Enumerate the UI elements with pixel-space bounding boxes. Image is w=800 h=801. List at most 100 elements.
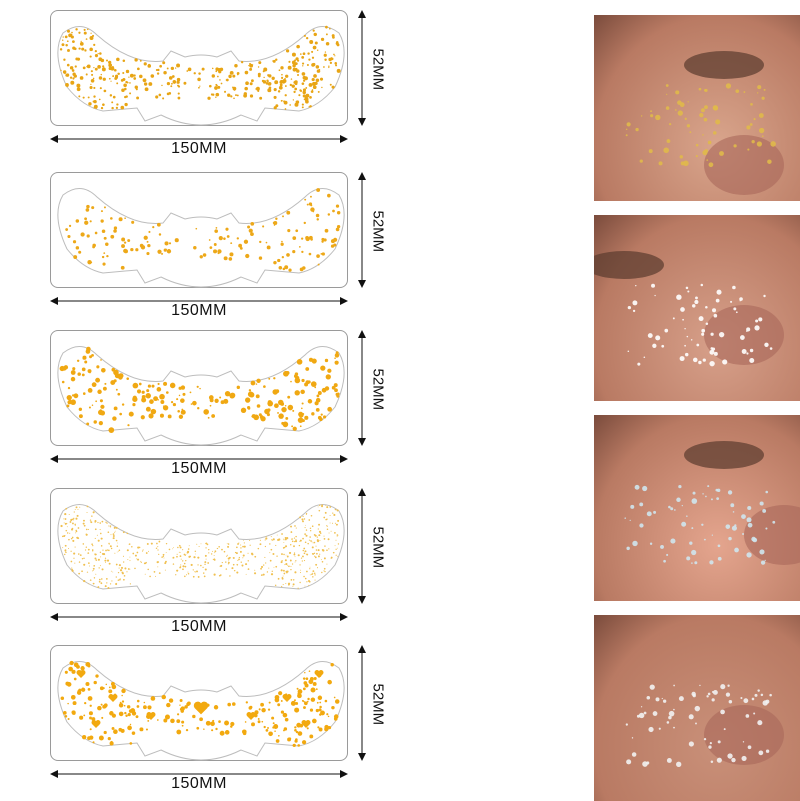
glitter-dot [263, 725, 266, 729]
glitter-dot [72, 522, 74, 525]
glitter-dot [90, 32, 92, 34]
glitter-dot [277, 90, 281, 93]
glitter-dot [305, 236, 310, 242]
glitter-dot [66, 404, 70, 408]
glitter-dot [224, 390, 231, 397]
glitter-dot [266, 79, 269, 82]
glitter-dot [691, 498, 698, 504]
glitter-dot [299, 425, 302, 428]
glitter-dot [153, 396, 158, 401]
glitter-dot [100, 404, 105, 409]
glitter-dot [625, 128, 628, 131]
glitter-dot [248, 389, 252, 392]
heart-icon [282, 694, 292, 702]
glitter-dot [123, 241, 127, 244]
glitter-dot [250, 232, 254, 237]
glitter-dot [240, 61, 244, 64]
glitter-dot [106, 254, 109, 258]
glitter-dot [156, 222, 161, 227]
glitter-dot [676, 497, 681, 503]
glitter-dot [301, 103, 304, 106]
glitter-dot [626, 122, 631, 127]
glitter-dot [92, 243, 96, 248]
glitter-dot [213, 573, 216, 576]
glitter-dot [336, 547, 338, 549]
glitter-dot [287, 583, 290, 586]
glitter-dot [129, 723, 132, 726]
glitter-dot [318, 534, 321, 537]
glitter-dot [227, 93, 231, 97]
glitter-dot [78, 250, 82, 254]
glitter-dot [757, 689, 760, 692]
glitter-dot [698, 87, 702, 91]
glitter-dot [758, 127, 765, 134]
glitter-dot [87, 528, 90, 530]
width-label: 150MM [171, 302, 227, 319]
glitter-dot [122, 531, 125, 534]
glitter-dot [317, 90, 320, 93]
glitter-dot [89, 220, 92, 223]
glitter-dot [266, 245, 271, 250]
glitter-dot [294, 571, 297, 574]
glitter-dot [759, 549, 765, 555]
glitter-dot [295, 527, 297, 529]
glitter-dot [63, 58, 66, 61]
sticker-shape [57, 188, 345, 288]
glitter-dot [97, 521, 99, 524]
glitter-dot [304, 671, 306, 674]
glitter-dot [284, 94, 287, 97]
glitter-dot [283, 553, 285, 556]
glitter-dot [753, 118, 756, 121]
glitter-dot [243, 539, 244, 541]
glitter-dot [214, 398, 219, 403]
glitter-dot [172, 556, 175, 559]
glitter-dot [277, 412, 279, 414]
glitter-dot [322, 549, 325, 552]
glitter-dot [86, 204, 90, 209]
glitter-dot [70, 33, 73, 36]
glitter-dot [68, 666, 73, 672]
glitter-dot [207, 416, 210, 419]
glitter-dot [305, 380, 310, 385]
glitter-dot [710, 332, 714, 336]
glitter-dot [313, 552, 316, 555]
glitter-dot [258, 256, 263, 260]
glitter-dot [145, 728, 148, 731]
glitter-dot [327, 538, 330, 541]
glitter-dot [124, 102, 128, 107]
glitter-dot [735, 311, 738, 314]
glitter-dot [333, 53, 335, 56]
glitter-dot [274, 730, 276, 732]
glitter-dot [627, 350, 630, 352]
glitter-dot [335, 554, 337, 556]
glitter-dot [93, 577, 96, 579]
glitter-dot [227, 545, 230, 548]
glitter-dot [70, 35, 74, 39]
glitter-dot [334, 61, 338, 65]
glitter-dot [640, 115, 643, 117]
glitter-dot [235, 552, 238, 555]
glitter-dot [245, 397, 251, 403]
glitter-dot [66, 84, 69, 88]
glitter-dot [270, 573, 274, 576]
glitter-dot [124, 87, 127, 91]
glitter-dot [71, 569, 74, 572]
glitter-dot [88, 562, 90, 564]
glitter-dot [765, 490, 769, 494]
glitter-dot [242, 557, 244, 559]
glitter-dot [67, 29, 71, 33]
glitter-dot [66, 394, 72, 401]
glitter-dot [698, 316, 704, 322]
glitter-dot [297, 554, 300, 557]
glitter-dot [265, 241, 268, 244]
glitter-dot [70, 550, 72, 552]
glitter-dot [635, 284, 637, 287]
glitter-dot [304, 550, 307, 553]
glitter-dot [743, 91, 746, 93]
glitter-dot [211, 414, 216, 418]
glitter-dot [648, 726, 654, 733]
glitter-dot [86, 65, 88, 68]
glitter-dot [89, 55, 92, 58]
glitter-dot [117, 571, 120, 574]
glitter-dot [651, 283, 656, 288]
